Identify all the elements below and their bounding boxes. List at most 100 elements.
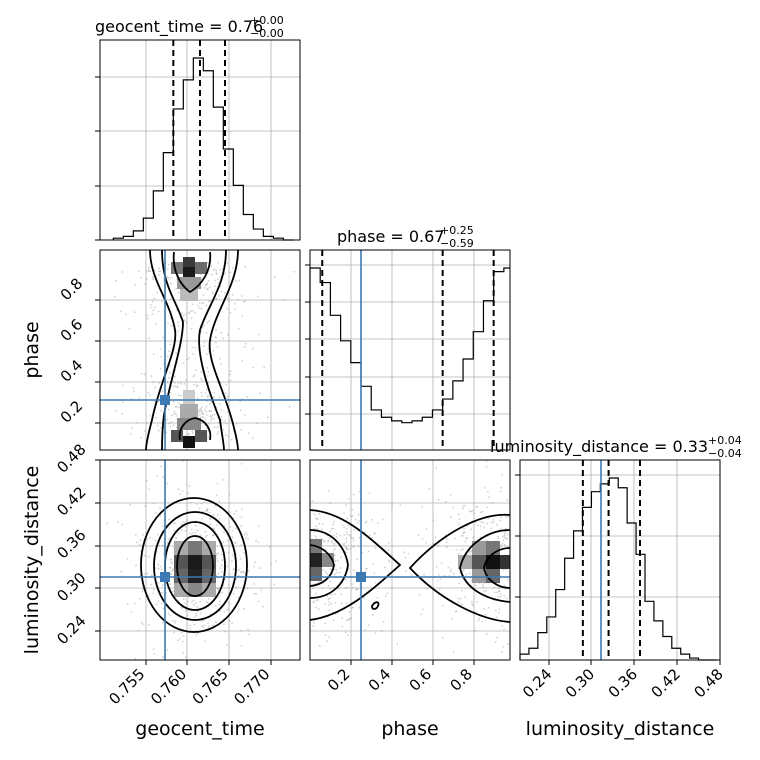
sample-point (204, 418, 207, 421)
sample-point (476, 601, 479, 603)
sample-point (318, 644, 321, 647)
sample-point (120, 310, 122, 313)
contours (145, 249, 239, 451)
sample-point (157, 270, 160, 273)
sample-point (209, 402, 211, 405)
sample-point (318, 522, 321, 525)
sample-point (424, 542, 427, 544)
sample-point (506, 643, 509, 646)
sample-point (202, 411, 204, 414)
sample-point (330, 593, 332, 596)
sample-point (169, 614, 172, 617)
sample-point (213, 528, 215, 531)
sample-point (418, 593, 421, 596)
sample-point (497, 611, 500, 614)
sample-point (357, 513, 360, 516)
sample-point (152, 381, 155, 384)
sample-point (341, 617, 344, 619)
sample-point (138, 270, 141, 272)
sample-point (143, 554, 146, 557)
sample-point (207, 279, 210, 282)
sample-point (420, 613, 423, 616)
sample-point (492, 519, 495, 521)
sample-point (215, 328, 218, 331)
sample-point (229, 370, 232, 372)
title-phase-main: phase = 0.67 (337, 227, 444, 246)
sample-point (463, 531, 465, 534)
sample-point (499, 528, 502, 531)
sample-point (348, 611, 350, 613)
sample-point (438, 588, 441, 591)
sample-point (435, 467, 438, 470)
sample-point (211, 534, 214, 537)
sample-point (207, 300, 210, 302)
sample-point (328, 601, 330, 603)
sample-point (172, 380, 175, 383)
sample-point (166, 381, 169, 384)
sample-point (141, 590, 144, 593)
sample-point (171, 568, 174, 571)
sample-point (333, 544, 335, 547)
sample-point (152, 353, 155, 355)
x-tick-label: 0.760 (147, 665, 190, 708)
sample-point (502, 539, 505, 542)
sample-point (374, 581, 377, 584)
sample-point (335, 532, 338, 535)
sample-point (502, 645, 504, 648)
title-luminosity-distance: luminosity_distance = 0.33 +0.04 −0.04 (490, 434, 742, 460)
sample-point (246, 395, 249, 398)
sample-point (201, 416, 204, 418)
sample-point (470, 510, 473, 513)
sample-point (203, 286, 206, 289)
sample-point (244, 342, 247, 345)
sample-point (203, 619, 205, 622)
sample-point (157, 600, 160, 602)
sample-point (181, 607, 183, 609)
sample-point (232, 568, 235, 571)
sample-point (146, 317, 149, 320)
sample-point (204, 392, 207, 394)
sample-point (188, 485, 191, 487)
sample-point (311, 499, 314, 502)
sample-point (228, 619, 231, 622)
sample-point (175, 386, 178, 388)
sample-point (312, 600, 315, 603)
sample-point (229, 526, 232, 528)
sample-point (347, 497, 350, 500)
sample-point (422, 608, 424, 611)
sample-point (445, 541, 448, 544)
sample-point (125, 313, 127, 316)
sample-point (455, 610, 458, 613)
sample-point (483, 526, 485, 529)
sample-point (153, 400, 156, 403)
sample-point (473, 512, 476, 515)
sample-point (257, 541, 260, 544)
sample-point (189, 532, 191, 535)
sample-point (471, 603, 474, 605)
sample-point (149, 394, 152, 396)
sample-point (203, 624, 206, 626)
sample-point (159, 507, 162, 510)
sample-point (180, 523, 183, 526)
sample-point (206, 396, 209, 398)
sample-point (484, 613, 487, 616)
histogram-geocent-time (112, 40, 294, 241)
sample-point (169, 567, 172, 569)
sample-point (241, 315, 244, 318)
title-luminosity-distance-main: luminosity_distance = 0.33 (490, 437, 708, 457)
sample-point (205, 405, 208, 408)
sample-point (200, 408, 202, 410)
sample-point (341, 625, 344, 628)
sample-point (206, 282, 209, 285)
sample-point (200, 391, 203, 394)
sample-point (364, 521, 367, 524)
sample-point (154, 567, 157, 570)
sample-point (449, 570, 452, 573)
sample-point (232, 592, 235, 595)
x-tick-label: 0.2 (324, 665, 354, 695)
sample-point (160, 602, 163, 605)
sample-point (500, 516, 503, 519)
sample-point (352, 569, 355, 571)
panel-frame (99, 459, 301, 661)
